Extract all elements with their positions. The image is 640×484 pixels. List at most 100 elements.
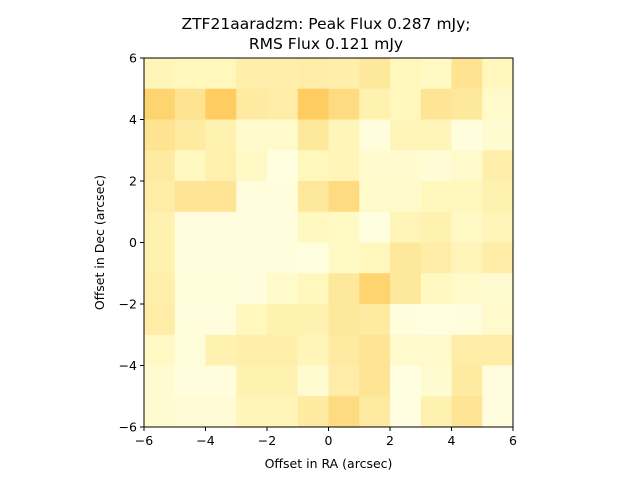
x-tick-label: 6 <box>509 433 517 448</box>
x-axis-ticks: −6 −4 −2 0 2 4 6 <box>135 427 517 448</box>
heatmap-cell-r8-c0 <box>144 304 176 336</box>
heatmap-cell-r0-c1 <box>174 58 207 90</box>
heatmap-cell-r4-c6 <box>328 181 360 213</box>
heatmap-cell-r11-c1 <box>174 396 207 428</box>
heatmap-cell-r1-c9 <box>420 88 453 121</box>
heatmap-cell-r9-c4 <box>267 334 299 367</box>
heatmap-cell-r2-c4 <box>267 119 299 151</box>
heatmap-cell-r7-c1 <box>174 273 207 305</box>
heatmap-cell-r2-c9 <box>420 119 453 151</box>
heatmap-cell-r1-c0 <box>144 88 176 121</box>
heatmap-cell-r8-c1 <box>174 304 207 336</box>
heatmap-cell-r0-c0 <box>144 58 176 90</box>
heatmap-cell-r3-c10 <box>451 150 483 182</box>
heatmap-cell-r3-c7 <box>359 150 391 182</box>
heatmap-cell-r8-c9 <box>420 304 453 336</box>
heatmap-cell-r6-c8 <box>390 242 422 274</box>
heatmap-cell-r2-c7 <box>359 119 391 151</box>
heatmap-cell-r0-c10 <box>451 58 483 90</box>
heatmap-cell-r4-c9 <box>420 181 453 213</box>
heatmap-cell-r2-c6 <box>328 119 360 151</box>
heatmap-cell-r3-c4 <box>267 150 299 182</box>
heatmap-cell-r10-c11 <box>482 365 514 397</box>
heatmap-cells <box>144 58 514 428</box>
heatmap-cell-r11-c8 <box>390 396 422 428</box>
heatmap-cell-r10-c2 <box>205 365 237 397</box>
heatmap-cell-r1-c4 <box>267 88 299 121</box>
heatmap-cell-r11-c10 <box>451 396 483 428</box>
heatmap-cell-r6-c2 <box>205 242 237 274</box>
heatmap-cell-r4-c11 <box>482 181 514 213</box>
heatmap-cell-r4-c3 <box>236 181 268 213</box>
heatmap-cell-r5-c9 <box>420 211 453 244</box>
heatmap-cell-r10-c4 <box>267 365 299 397</box>
heatmap-cell-r10-c8 <box>390 365 422 397</box>
heatmap-cell-r7-c10 <box>451 273 483 305</box>
x-tick-label: −2 <box>258 433 276 448</box>
heatmap-cell-r0-c11 <box>482 58 514 90</box>
heatmap-cell-r5-c1 <box>174 211 207 244</box>
x-tick-label: 4 <box>448 433 456 448</box>
heatmap-cell-r6-c5 <box>297 242 330 274</box>
heatmap-cell-r7-c7 <box>359 273 391 305</box>
x-tick-label: −4 <box>196 433 214 448</box>
heatmap-cell-r3-c0 <box>144 150 176 182</box>
heatmap-cell-r5-c3 <box>236 211 268 244</box>
heatmap-cell-r3-c8 <box>390 150 422 182</box>
heatmap-cell-r6-c7 <box>359 242 391 274</box>
heatmap-cell-r1-c6 <box>328 88 360 121</box>
heatmap-cell-r7-c4 <box>267 273 299 305</box>
heatmap-cell-r7-c0 <box>144 273 176 305</box>
heatmap-cell-r2-c0 <box>144 119 176 151</box>
heatmap-cell-r4-c0 <box>144 181 176 213</box>
heatmap-cell-r9-c9 <box>420 334 453 367</box>
heatmap-cell-r11-c6 <box>328 396 360 428</box>
x-tick-label: −6 <box>135 433 153 448</box>
heatmap-cell-r8-c11 <box>482 304 514 336</box>
heatmap-cell-r1-c10 <box>451 88 483 121</box>
heatmap-cell-r10-c7 <box>359 365 391 397</box>
y-tick-label: −6 <box>119 420 137 435</box>
heatmap-cell-r2-c5 <box>297 119 330 151</box>
heatmap-cell-r4-c8 <box>390 181 422 213</box>
heatmap-cell-r11-c3 <box>236 396 268 428</box>
heatmap-cell-r5-c8 <box>390 211 422 244</box>
heatmap-cell-r8-c4 <box>267 304 299 336</box>
heatmap-cell-r11-c11 <box>482 396 514 428</box>
y-axis-label: Offset in Dec (arcsec) <box>92 175 107 310</box>
heatmap-cell-r0-c8 <box>390 58 422 90</box>
heatmap-cell-r3-c11 <box>482 150 514 182</box>
heatmap-cell-r10-c5 <box>297 365 330 397</box>
heatmap-cell-r6-c10 <box>451 242 483 274</box>
heatmap-cell-r8-c2 <box>205 304 237 336</box>
heatmap-cell-r10-c9 <box>420 365 453 397</box>
heatmap-cell-r11-c0 <box>144 396 176 428</box>
heatmap-cell-r2-c1 <box>174 119 207 151</box>
heatmap-cell-r3-c9 <box>420 150 453 182</box>
x-tick-label: 2 <box>386 433 394 448</box>
heatmap-cell-r2-c11 <box>482 119 514 151</box>
heatmap-cell-r2-c10 <box>451 119 483 151</box>
heatmap-cell-r8-c5 <box>297 304 330 336</box>
heatmap-cell-r9-c10 <box>451 334 483 367</box>
heatmap-cell-r8-c3 <box>236 304 268 336</box>
heatmap-cell-r9-c11 <box>482 334 514 367</box>
heatmap-cell-r7-c3 <box>236 273 268 305</box>
heatmap-cell-r11-c9 <box>420 396 453 428</box>
heatmap-cell-r4-c10 <box>451 181 483 213</box>
heatmap-cell-r7-c5 <box>297 273 330 305</box>
heatmap-cell-r8-c6 <box>328 304 360 336</box>
chart-title-line-1: ZTF21aaradzm: Peak Flux 0.287 mJy; <box>181 15 470 33</box>
heatmap-cell-r1-c2 <box>205 88 237 121</box>
heatmap-cell-r9-c1 <box>174 334 207 367</box>
heatmap-cell-r3-c6 <box>328 150 360 182</box>
heatmap-cell-r7-c6 <box>328 273 360 305</box>
heatmap-cell-r1-c1 <box>174 88 207 121</box>
x-axis-label: Offset in RA (arcsec) <box>265 456 393 471</box>
heatmap-cell-r11-c5 <box>297 396 330 428</box>
heatmap-cell-r1-c3 <box>236 88 268 121</box>
heatmap-cell-r1-c5 <box>297 88 330 121</box>
heatmap-cell-r9-c7 <box>359 334 391 367</box>
heatmap-cell-r6-c11 <box>482 242 514 274</box>
heatmap-cell-r5-c2 <box>205 211 237 244</box>
